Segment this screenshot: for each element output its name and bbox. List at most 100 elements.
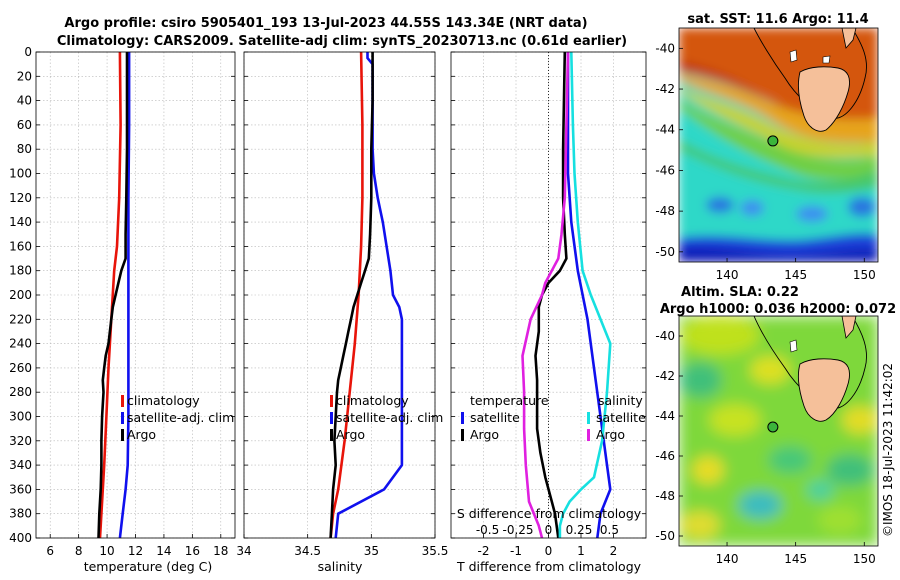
legend-swatch (330, 412, 333, 424)
x-tick-label: 0 (545, 544, 553, 558)
map-y-tick-label: -44 (655, 409, 675, 423)
legend-label: climatology (336, 393, 409, 408)
map-x-tick-label: 140 (716, 552, 739, 566)
legend-label: climatology (127, 393, 200, 408)
difference-panel: -2 -1 0 1 2 T difference from climatology S … (450, 51, 647, 574)
legend-swatch (121, 429, 124, 441)
map-x-tick-label: 140 (716, 268, 739, 282)
depth-tick-label: 260 (9, 361, 32, 375)
series-line-temperature-satellite (566, 52, 612, 538)
depth-tick-label: 380 (9, 507, 32, 521)
series-line-temperature-argo (534, 52, 568, 538)
figure-title-line1: Argo profile: csiro 5905401_193 13-Jul-2… (64, 16, 587, 31)
depth-tick-label: 320 (9, 434, 32, 448)
depth-tick-label: 120 (9, 191, 32, 205)
x-tick-label: 6 (46, 544, 54, 558)
depth-tick-label: 40 (17, 94, 32, 108)
depth-tick-label: 60 (17, 118, 32, 132)
series-line-argo (97, 52, 129, 538)
legend-label: satellite (470, 410, 520, 425)
map-x-tick-label: 145 (784, 552, 807, 566)
depth-tick-label: 80 (17, 142, 32, 156)
x-tick-label: 34 (236, 544, 251, 558)
map-y-tick-label: -46 (655, 163, 675, 177)
map-y-tick-label: -42 (655, 82, 675, 96)
s-difference-tick-label: -0.25 (503, 523, 534, 537)
legend-swatch (330, 395, 333, 407)
x-tick-label: 35.5 (422, 544, 449, 558)
legend-swatch (587, 412, 590, 424)
map-x-tick-label: 150 (853, 268, 876, 282)
x-tick-label: -1 (510, 544, 522, 558)
x-tick-label: 8 (75, 544, 83, 558)
sla-map-title-line2: Argo h1000: 0.036 h2000: 0.072 (660, 302, 896, 317)
legend-swatch (121, 395, 124, 407)
argo-location-marker (767, 421, 779, 433)
temperature-xlabel: temperature (deg C) (84, 559, 213, 574)
sst-map-title: sat. SST: 11.6 Argo: 11.4 (687, 12, 868, 27)
depth-tick-label: 360 (9, 482, 32, 496)
depth-tick-label: 100 (9, 167, 32, 181)
legend-label: satellite (596, 410, 646, 425)
map-y-tick-label: -44 (655, 123, 675, 137)
legend-label: Argo (127, 427, 156, 442)
figure-title-line2: Climatology: CARS2009. Satellite-adj cli… (57, 34, 627, 49)
sst-map: sat. SST: 11.6 Argo: 11.4 (655, 12, 879, 282)
argo-location-marker (767, 135, 779, 147)
map-y-tick-label: -42 (655, 369, 675, 383)
depth-tick-label: 20 (17, 69, 32, 83)
legend-swatch (330, 429, 333, 441)
map-y-tick-label: -40 (655, 329, 675, 343)
legend-swatch (587, 429, 590, 441)
map-y-tick-label: -46 (655, 449, 675, 463)
map-x-tick-label: 150 (853, 552, 876, 566)
series-line-argo (329, 52, 374, 538)
difference-xlabel: T difference from climatology (456, 559, 642, 574)
x-tick-label: 1 (577, 544, 585, 558)
x-tick-label: -2 (478, 544, 490, 558)
x-tick-label: 10 (99, 544, 114, 558)
legend-swatch (121, 412, 124, 424)
depth-tick-label: 400 (9, 531, 32, 545)
map-y-tick-label: -40 (655, 41, 675, 55)
legend-label: Argo (596, 427, 625, 442)
s-difference-axis-label: S difference from climatology (457, 506, 642, 521)
s-difference-tick-label: -0.5 (476, 523, 499, 537)
depth-tick-label: 340 (9, 458, 32, 472)
map-y-tick-label: -48 (655, 204, 675, 218)
map-y-tick-label: -48 (655, 489, 675, 503)
salinity-xlabel: salinity (318, 559, 363, 574)
salinity-panel: 34 34.5 35 35.5 salinity climatology satelli… (236, 51, 449, 574)
depth-tick-label: 240 (9, 337, 32, 351)
legend-swatch (461, 429, 464, 441)
series-line-satellite-adj-clim (118, 52, 131, 538)
depth-tick-label: 0 (24, 45, 32, 59)
sla-map: Altim. SLA: 0.22 Argo h1000: 0.036 h2000… (655, 285, 896, 566)
depth-tick-label: 140 (9, 215, 32, 229)
depth-tick-label: 220 (9, 312, 32, 326)
x-tick-label: 16 (185, 544, 200, 558)
legend-heading-salinity: salinity (598, 393, 643, 408)
s-difference-tick-label: 0.25 (566, 523, 593, 537)
map-x-tick-label: 145 (784, 268, 807, 282)
s-difference-tick-label: 0.5 (600, 523, 619, 537)
legend-label: satellite-adj. clim (127, 410, 234, 425)
series-line-salinity-argo (521, 52, 570, 538)
depth-tick-label: 160 (9, 239, 32, 253)
depth-tick-label: 180 (9, 264, 32, 278)
x-tick-label: 12 (128, 544, 143, 558)
series-line-salinity-satellite (558, 52, 612, 538)
legend-label: Argo (470, 427, 499, 442)
map-y-tick-label: -50 (655, 245, 675, 259)
x-tick-label: 34.5 (294, 544, 321, 558)
map-y-tick-label: -50 (655, 529, 675, 543)
legend-heading-temperature: temperature (470, 393, 549, 408)
legend-label: Argo (336, 427, 365, 442)
x-tick-label: 18 (213, 544, 228, 558)
sla-map-title-line1: Altim. SLA: 0.22 (681, 285, 799, 300)
depth-tick-label: 300 (9, 410, 32, 424)
series-line-climatology (329, 52, 364, 538)
s-difference-tick-label: 0 (545, 523, 553, 537)
x-tick-label: 2 (610, 544, 618, 558)
